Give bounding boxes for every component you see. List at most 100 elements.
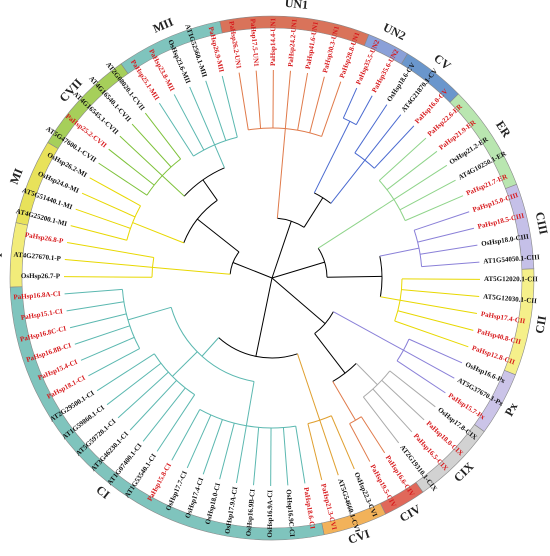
branch-line xyxy=(108,148,155,186)
branch-arc xyxy=(126,205,141,241)
leaf-label: OsHsp26.7-P xyxy=(21,272,61,280)
branch-line xyxy=(282,427,289,486)
branch-line xyxy=(408,338,463,364)
branch-line xyxy=(271,277,326,324)
branch-line xyxy=(64,276,153,278)
branch-line xyxy=(132,222,184,244)
branch-line xyxy=(364,114,402,161)
branch-line xyxy=(355,95,373,125)
branch-line xyxy=(271,221,292,279)
branch-line xyxy=(330,415,355,470)
branch-line xyxy=(381,379,425,421)
branch-line xyxy=(119,135,163,177)
branch-line xyxy=(64,258,153,268)
branch-line xyxy=(245,381,255,426)
branch-line xyxy=(307,423,323,481)
branch-line xyxy=(386,150,438,191)
branch-line xyxy=(394,320,469,348)
branch-line xyxy=(297,353,321,421)
leaf-label: OsHsp17.7-CI xyxy=(164,470,189,512)
branch-arc xyxy=(248,127,322,137)
branch-line xyxy=(202,179,218,201)
leaf-label: AT5G12020.1-CII xyxy=(484,275,538,283)
branch-line xyxy=(144,112,182,160)
branch-line xyxy=(80,336,135,361)
branch-line xyxy=(414,211,470,231)
branch-line xyxy=(131,123,172,168)
clade-label-ciii: CIII xyxy=(533,211,550,236)
branch-line xyxy=(403,349,455,379)
branch-arc xyxy=(183,199,218,244)
branch-arc xyxy=(153,353,195,396)
branch-line xyxy=(295,426,306,484)
branch-line xyxy=(255,70,262,129)
branch-line xyxy=(297,72,309,131)
clade-label-mii: MII xyxy=(151,15,176,36)
clade-arc-ci xyxy=(9,286,325,541)
branch-line xyxy=(360,416,386,454)
branch-line xyxy=(221,75,238,138)
branch-line xyxy=(313,121,351,194)
clade-label-p: P xyxy=(0,249,5,258)
branch-line xyxy=(303,197,324,228)
leaf-label: PaHsp17.4-CII xyxy=(480,310,526,326)
branch-line xyxy=(342,87,358,119)
branch-arc xyxy=(317,247,328,278)
branch-line xyxy=(106,362,162,406)
branch-line xyxy=(378,137,427,181)
branch-line xyxy=(173,94,205,151)
branch-arc xyxy=(183,167,225,197)
branch-arc xyxy=(146,158,181,196)
branch-line xyxy=(171,409,201,461)
branch-line xyxy=(158,102,194,157)
branch-line xyxy=(202,419,223,475)
clade-label-cii: CII xyxy=(532,314,549,334)
branch-line xyxy=(66,301,124,312)
branch-arc xyxy=(229,251,240,275)
branch-arc xyxy=(379,256,383,297)
branch-line xyxy=(314,333,346,374)
leaf-label: PaHsp15.1-CI xyxy=(20,307,63,322)
clade-label-un1: UN1 xyxy=(284,0,308,12)
branch-line xyxy=(64,288,123,295)
branch-line xyxy=(186,414,212,469)
branch-line xyxy=(354,104,388,154)
branch-line xyxy=(372,388,413,433)
leaf-label: PaHsp21.7-ER xyxy=(465,172,510,197)
branch-line xyxy=(66,241,154,258)
branch-line xyxy=(235,425,247,484)
branch-line xyxy=(330,159,366,204)
branch-arc xyxy=(170,307,255,382)
branch-line xyxy=(81,192,136,218)
branch-line xyxy=(284,70,292,129)
branch-line xyxy=(389,370,436,408)
leaf-label: PaHsp18.6-CI xyxy=(302,487,317,530)
branch-line xyxy=(117,371,169,419)
leaf-label: PaHsp14.4-UN1 xyxy=(269,17,277,66)
branch-line xyxy=(197,218,240,253)
branch-arc xyxy=(332,363,357,382)
leaf-label: PaHsp17.5-UN1 xyxy=(249,18,261,67)
branch-line xyxy=(317,199,395,249)
branch-line xyxy=(309,76,325,133)
leaf-label: PaHsp26.8-P xyxy=(24,231,64,246)
tree-branches xyxy=(64,70,480,486)
branch-line xyxy=(333,311,404,351)
clade-label-px: Px xyxy=(502,400,521,418)
branch-arc xyxy=(218,337,298,359)
branch-line xyxy=(69,313,127,329)
branch-line xyxy=(156,394,196,452)
branch-line xyxy=(355,363,378,386)
branch-line xyxy=(380,296,401,301)
branch-arc xyxy=(343,117,357,126)
branch-line xyxy=(401,289,480,298)
branch-arc xyxy=(394,278,403,322)
branch-line xyxy=(276,128,286,219)
branch-line xyxy=(271,261,325,279)
branch-line xyxy=(75,208,131,229)
branch-line xyxy=(379,247,420,257)
leaf-label: OsHsp18.0-CI xyxy=(204,482,223,526)
branch-arc xyxy=(121,289,141,349)
